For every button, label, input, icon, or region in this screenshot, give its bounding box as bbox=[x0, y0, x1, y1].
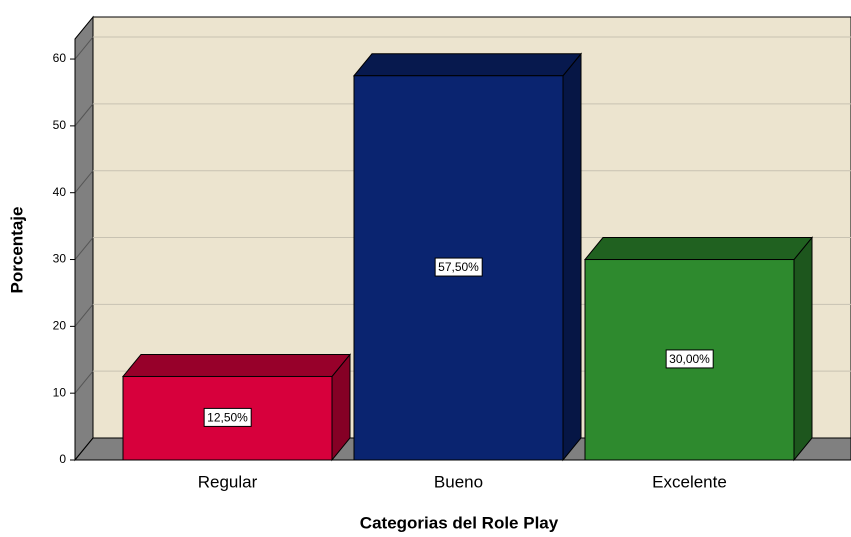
data-label-box bbox=[203, 407, 252, 427]
y-tick-label: 40 bbox=[53, 185, 67, 199]
y-tick-label: 20 bbox=[53, 319, 67, 333]
bar-top bbox=[583, 237, 814, 261]
data-label: 30,00% bbox=[669, 352, 710, 366]
y-tick-label: 30 bbox=[53, 252, 67, 266]
data-label-box bbox=[434, 257, 483, 277]
x-tick-label: Regular bbox=[198, 472, 258, 491]
grid-line bbox=[74, 370, 94, 394]
grid-line bbox=[74, 237, 94, 260]
x-axis-label: Categorias del Role Play bbox=[360, 513, 559, 532]
grid-line bbox=[74, 36, 94, 60]
y-axis-label: Porcentaje bbox=[7, 207, 26, 294]
y-tick-label: 10 bbox=[53, 385, 67, 399]
bar-top bbox=[352, 53, 583, 77]
x-tick-label: Excelente bbox=[652, 472, 727, 491]
y-tick-label: 0 bbox=[59, 452, 66, 466]
data-label-box bbox=[665, 349, 714, 369]
grid-line bbox=[74, 103, 94, 127]
grid-line bbox=[74, 304, 94, 327]
data-label: 57,50% bbox=[438, 260, 479, 274]
x-tick-label: Bueno bbox=[434, 472, 483, 491]
bar-side bbox=[562, 52, 582, 462]
bar-side bbox=[793, 236, 813, 462]
bar-top bbox=[121, 353, 352, 377]
side-wall bbox=[74, 15, 94, 462]
y-tick-label: 60 bbox=[53, 51, 67, 65]
y-tick-label: 50 bbox=[53, 118, 67, 132]
data-label: 12,50% bbox=[207, 410, 248, 424]
grid-line bbox=[74, 170, 94, 194]
